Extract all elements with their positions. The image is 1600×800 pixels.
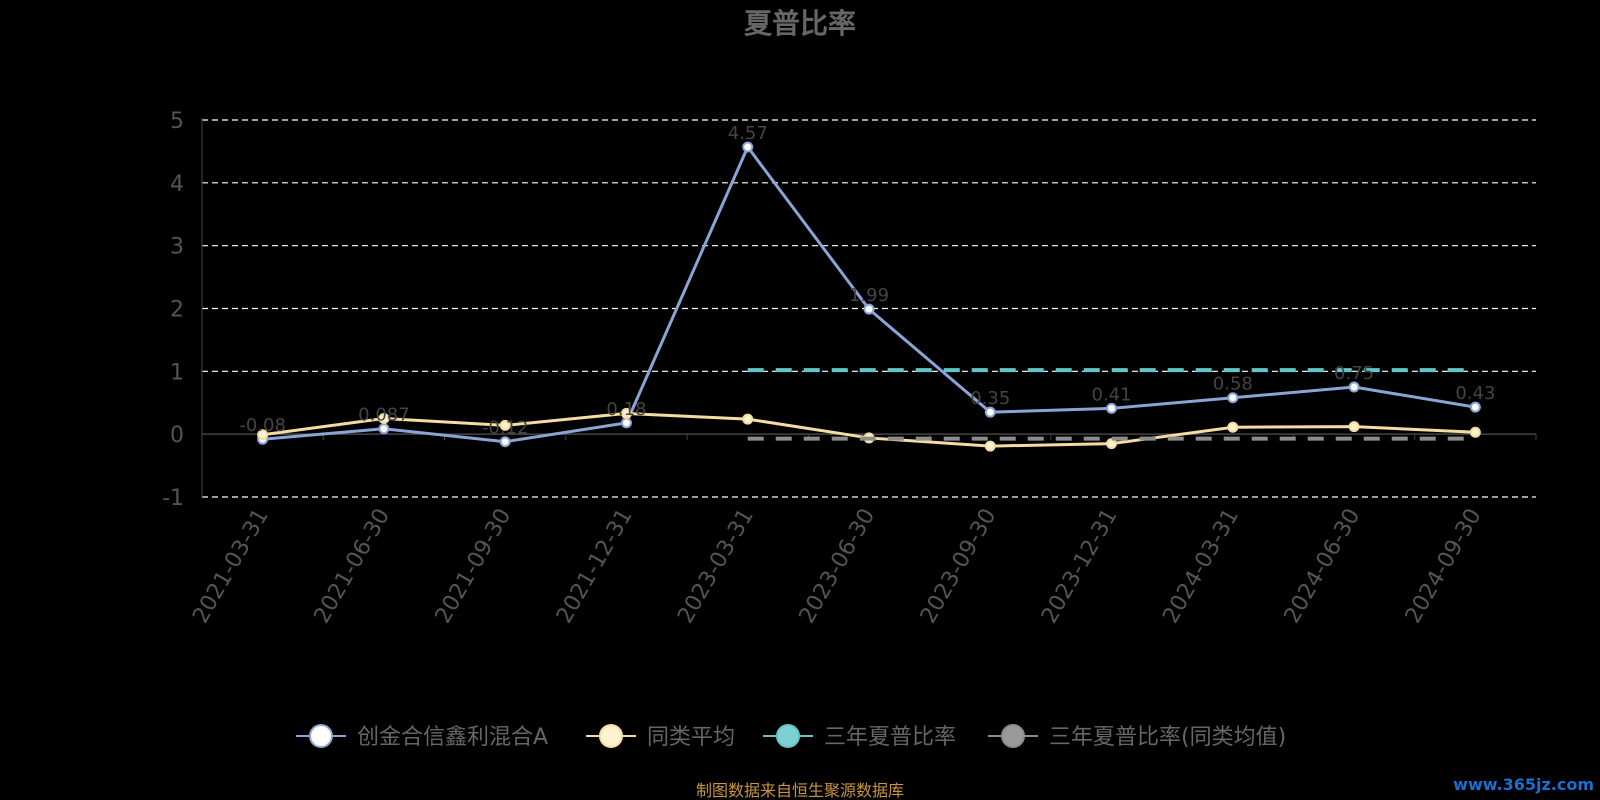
y-tick-label: 1 [170, 360, 184, 385]
data-label: -0.12 [482, 418, 529, 439]
legend: 创金合信鑫利混合A 同类平均 三年夏普比率 三年夏普比率(同类均值) [296, 724, 1286, 750]
x-tick-label: 2021-12-31 [552, 505, 638, 628]
x-tick-label: 2021-03-31 [188, 505, 274, 628]
x-tick-label: 2021-09-30 [431, 505, 517, 628]
series-point-0 [1106, 402, 1118, 414]
legend-item-2: 三年夏普比率 [763, 724, 956, 750]
x-tick-label: 2021-06-30 [310, 504, 396, 627]
legend-marker-icon [599, 724, 623, 748]
series-point-1 [1469, 426, 1481, 438]
footer-source: 制图数据来自恒生聚源数据库 [696, 781, 904, 800]
y-tick-label: 4 [170, 172, 184, 197]
data-label: 0.087 [358, 405, 410, 426]
data-label: 0.58 [1213, 374, 1253, 395]
series-point-1 [1106, 438, 1118, 450]
data-label: -0.08 [239, 415, 286, 436]
data-label: 4.57 [728, 123, 768, 144]
data-label: 0.18 [606, 399, 646, 420]
legend-label: 创金合信鑫利混合A [357, 725, 548, 750]
x-tick-label: 2023-09-30 [916, 505, 1002, 628]
x-tick-label: 2024-03-31 [1158, 505, 1244, 628]
series-point-1 [984, 440, 996, 452]
series-point-0 [1227, 392, 1239, 404]
data-label: 0.75 [1334, 363, 1374, 384]
legend-marker-icon [1001, 724, 1025, 748]
legend-label: 三年夏普比率 [824, 725, 956, 750]
x-tick-label: 2024-06-30 [1280, 505, 1366, 628]
series-point-1 [1227, 421, 1239, 433]
y-tick-label: 2 [170, 298, 184, 323]
data-label: 1.99 [849, 285, 889, 306]
series-point-1 [1348, 421, 1360, 433]
x-tick-label: 2023-06-30 [795, 505, 881, 628]
y-tick-label: 3 [170, 235, 184, 260]
x-tick-label: 2023-12-31 [1037, 505, 1123, 628]
series-point-0 [378, 423, 390, 435]
series-point-0 [742, 141, 754, 153]
legend-marker-icon [776, 724, 800, 748]
legend-label: 三年夏普比率(同类均值) [1049, 725, 1286, 750]
legend-item-0: 创金合信鑫利混合A [296, 724, 548, 750]
chart-title: 夏普比率 [744, 7, 856, 40]
series-point-1 [620, 407, 632, 419]
series-point-1 [378, 412, 390, 424]
x-tick-label: 2024-09-30 [1401, 505, 1487, 628]
series-lines [257, 141, 1481, 452]
x-axis: 2021-03-31 2021-06-30 2021-09-30 2021-12-31… [188, 433, 1537, 628]
data-label: 0.41 [1092, 384, 1132, 405]
data-label: 0.35 [970, 388, 1010, 409]
series-point-1 [499, 419, 511, 431]
y-tick-label: 0 [170, 423, 184, 448]
series-point-0 [1348, 381, 1360, 393]
series-point-1 [257, 429, 269, 441]
x-tick-label: 2023-03-31 [673, 505, 759, 628]
data-labels: -0.08 0.087 -0.12 0.18 4.57 1.99 0.35 0.41 0.58 0… [239, 123, 1495, 439]
series-point-0 [984, 406, 996, 418]
y-axis: 5 4 3 2 1 0 -1 [162, 109, 203, 511]
y-tick-label: -1 [162, 486, 184, 511]
data-label: 0.43 [1455, 383, 1495, 404]
legend-item-1: 同类平均 [586, 724, 735, 750]
legend-item-3: 三年夏普比率(同类均值) [988, 724, 1286, 750]
series-point-0 [499, 436, 511, 448]
series-point-0 [863, 303, 875, 315]
legend-label: 同类平均 [647, 725, 735, 750]
y-tick-label: 5 [170, 109, 184, 134]
watermark: www.365jz.com [1453, 775, 1594, 794]
series-point-0 [1469, 401, 1481, 413]
legend-marker-icon [309, 724, 333, 748]
series-point-1 [742, 413, 754, 425]
